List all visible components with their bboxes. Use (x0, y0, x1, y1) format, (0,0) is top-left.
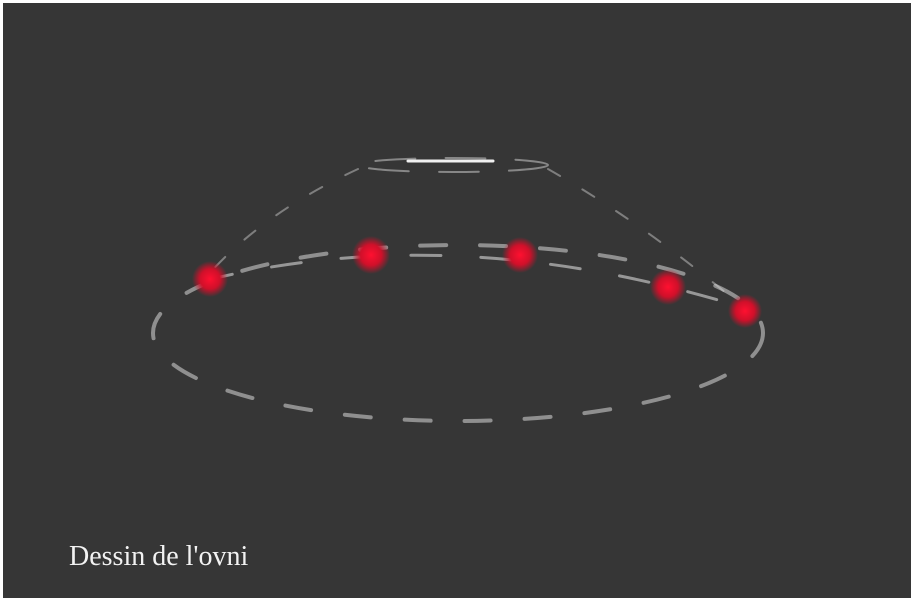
red-light (192, 261, 228, 297)
ufo-rim (151, 243, 765, 423)
red-light (728, 294, 762, 328)
page: {"caption": "Dessin de l'ovni"} Dessin d… (0, 3, 914, 604)
ufo-band (201, 253, 750, 311)
red-light (502, 237, 538, 273)
caption: Dessin de l'ovni (69, 541, 249, 572)
ufo-drawing (151, 157, 765, 423)
ufo-side (207, 168, 359, 276)
red-light (352, 236, 390, 274)
ufo-outline (151, 157, 765, 423)
ufo-lights (192, 236, 762, 328)
ufo-side (547, 168, 739, 304)
red-light (650, 269, 686, 305)
photo-frame: Dessin de l'ovni (3, 3, 911, 598)
ufo-dome (357, 157, 549, 173)
